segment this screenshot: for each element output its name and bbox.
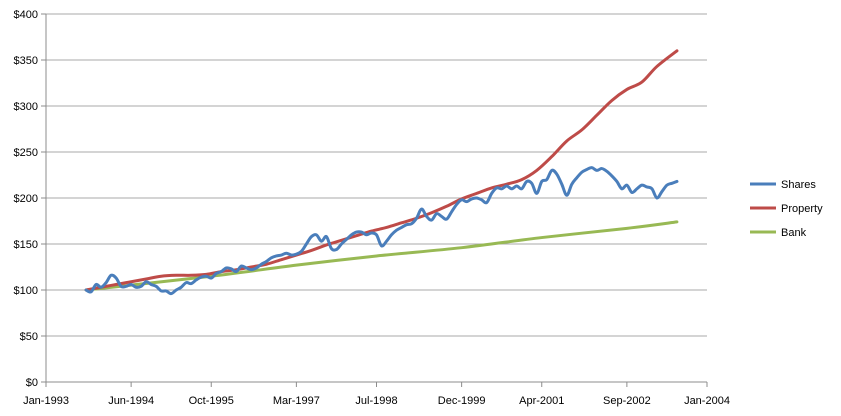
y-axis-ticks: $0 $50 $100 $150 $200 $250 $300 $350 $400 xyxy=(14,9,46,389)
y-tick-label: $250 xyxy=(14,147,38,159)
series-lines xyxy=(84,49,679,296)
x-tick-label: Dec-1999 xyxy=(438,395,486,407)
x-axis-ticks: Jan-1993 Jun-1994 Oct-1995 Mar-1997 Jul-1998… xyxy=(23,382,730,407)
y-tick-label: $150 xyxy=(14,239,38,251)
x-tick-label: Oct-1995 xyxy=(189,395,234,407)
x-tick-label: Jun-1994 xyxy=(108,395,154,407)
y-tick-label: $400 xyxy=(14,9,38,21)
x-tick-label: Jan-2004 xyxy=(684,395,730,407)
series-line-shares xyxy=(84,166,679,296)
x-tick-label: Sep-2002 xyxy=(603,395,651,407)
legend-label-shares: Shares xyxy=(781,179,816,191)
legend: Shares Property Bank xyxy=(750,179,823,239)
x-tick-label: Jul-1998 xyxy=(355,395,397,407)
y-tick-label: $0 xyxy=(26,377,38,389)
x-tick-label: Apr-2001 xyxy=(519,395,564,407)
y-tick-label: $50 xyxy=(20,331,38,343)
y-tick-label: $100 xyxy=(14,285,38,297)
x-tick-label: Mar-1997 xyxy=(273,395,320,407)
series-line-bank xyxy=(84,220,679,292)
x-tick-label: Jan-1993 xyxy=(23,395,69,407)
series-line-property xyxy=(84,49,679,292)
legend-label-bank: Bank xyxy=(781,227,807,239)
y-tick-label: $350 xyxy=(14,55,38,67)
legend-label-property: Property xyxy=(781,203,823,215)
gridlines xyxy=(46,13,707,337)
y-tick-label: $300 xyxy=(14,101,38,113)
y-tick-label: $200 xyxy=(14,193,38,205)
